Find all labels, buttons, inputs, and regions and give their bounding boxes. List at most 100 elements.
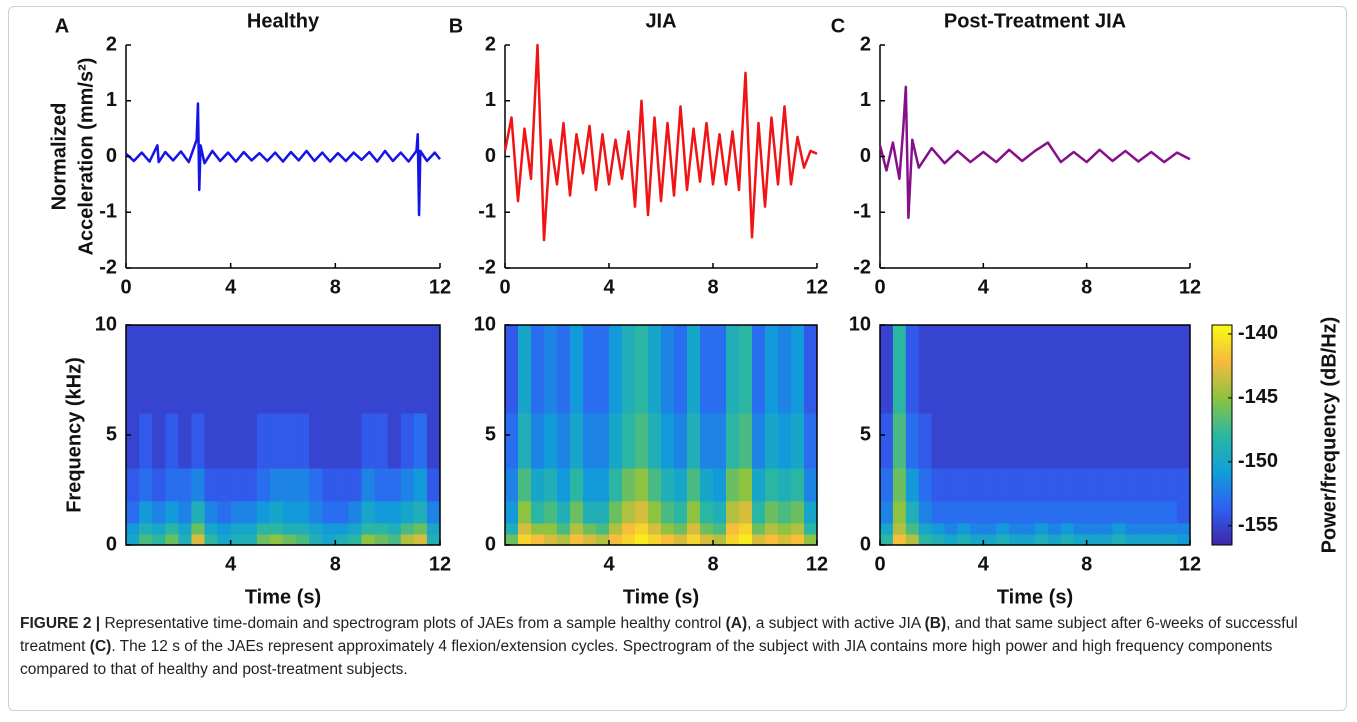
spectrogram-cell: [739, 413, 753, 469]
spectrogram-cell: [1009, 468, 1023, 502]
spectrogram-cell: [518, 534, 532, 546]
x-tick-label: 0: [120, 276, 131, 298]
spectrogram-cell: [622, 501, 636, 524]
spectrogram-cell: [269, 523, 284, 535]
spectrogram-cell: [970, 413, 984, 469]
spectrogram-cell: [661, 523, 675, 535]
y-tick-label: 0: [485, 533, 496, 555]
spectrogram-cell: [518, 523, 532, 535]
spectrogram-cell: [139, 501, 153, 524]
spectrogram-cell: [905, 523, 920, 535]
spectrogram-cell: [243, 325, 258, 414]
spectrogram-cell: [622, 523, 636, 535]
y-tick-label: -2: [99, 256, 117, 278]
spectrogram-cell: [296, 534, 310, 546]
spectrogram-cell: [905, 468, 920, 502]
caption-text: (A): [725, 615, 748, 632]
spectrogram-cell: [1125, 325, 1139, 414]
spectrogram-cell: [635, 468, 649, 502]
panel-letter: B: [449, 15, 463, 37]
spectrogram-cell: [804, 534, 818, 546]
spectrogram-cell: [880, 501, 894, 524]
spectrogram-cell: [700, 523, 714, 535]
spectrogram-cell: [752, 501, 766, 524]
spectrogram-cell: [1099, 523, 1113, 535]
spectrogram-cell: [1035, 413, 1049, 469]
colorbar-label: Power/frequency (dB/Hz): [1318, 317, 1340, 554]
spectrogram-cell: [413, 523, 428, 535]
spectrogram-cell: [583, 413, 597, 469]
spectrogram-cell: [217, 523, 232, 535]
spectrogram-cell: [1035, 468, 1049, 502]
spectrogram-cell: [648, 413, 662, 469]
spectrogram-cell: [505, 325, 519, 414]
spectrogram-cell: [880, 468, 894, 502]
spectrogram-cell: [1047, 501, 1062, 524]
spectrogram-cell: [256, 413, 271, 469]
spectrogram-cell: [957, 501, 971, 524]
x-tick-label: 0: [499, 276, 510, 298]
spectrogram-cell: [661, 468, 675, 502]
spectrogram-cell: [152, 468, 166, 502]
spectrogram-cell: [1177, 468, 1191, 502]
spectrogram-cell: [217, 325, 232, 414]
spectrogram-cell: [413, 413, 428, 469]
spectrogram-cell: [217, 534, 232, 546]
spectrogram-cell: [335, 534, 349, 546]
spectrogram-cell: [426, 523, 441, 535]
spectrogram-cell: [243, 501, 258, 524]
spectrogram-cell: [1099, 534, 1113, 546]
spectrogram-cell: [426, 534, 441, 546]
spectrogram-cell: [765, 468, 779, 502]
spectrogram-cell: [931, 523, 946, 535]
caption-text: , a subject with active JIA: [747, 615, 925, 632]
x-tick-label: 4: [978, 276, 990, 298]
spectrogram-cell: [544, 534, 558, 546]
spectrogram-cell: [918, 468, 933, 502]
spectrogram-cell: [609, 413, 623, 469]
spectrogram-cell: [1047, 468, 1062, 502]
spectrogram-cell: [648, 501, 662, 524]
spectrogram-cell: [1112, 325, 1126, 414]
spectrogram-cell: [296, 325, 310, 414]
spectrogram-cell: [1125, 413, 1139, 469]
spectrogram-cell: [622, 468, 636, 502]
spectrogram-cell: [1138, 413, 1152, 469]
spectrogram-cell: [400, 523, 415, 535]
spectrogram-cell: [348, 523, 362, 535]
spectrogram-cell: [944, 468, 958, 502]
spectrogram-cell: [361, 523, 376, 535]
spectrogram-cell: [892, 325, 907, 414]
spectrogram-cell: [1138, 523, 1152, 535]
panel-letter: C: [831, 15, 845, 37]
spectrogram-cell: [996, 413, 1010, 469]
spectrogram-cell: [739, 523, 753, 535]
spectrogram-cell: [139, 523, 153, 535]
y-tick-label: 2: [485, 33, 496, 55]
colorbar-tick-label: -140: [1238, 322, 1278, 344]
caption-text: Representative time-domain and spectrogr…: [100, 615, 726, 632]
spectrogram-cell: [1138, 534, 1152, 546]
spectrogram-cell: [374, 468, 389, 502]
spectrogram-cell: [1099, 413, 1113, 469]
spectrogram-cell: [1086, 413, 1101, 469]
colorbar-tick-label: -155: [1238, 514, 1278, 536]
spectrogram-cell: [1112, 468, 1126, 502]
spectrogram-cell: [374, 413, 389, 469]
y-tick-label: 10: [95, 313, 117, 335]
spectrogram-cell: [713, 523, 727, 535]
spectrogram-cell: [1164, 413, 1178, 469]
spectrogram-cell: [1151, 523, 1165, 535]
spectrogram-cell: [309, 325, 323, 414]
spectrogram-cell: [596, 523, 610, 535]
y-tick-label: -1: [99, 201, 117, 223]
spectrogram-cell: [804, 501, 818, 524]
spectrogram-cell: [152, 501, 166, 524]
spectrogram-cell: [1009, 523, 1023, 535]
x-axis-label: Time (s): [997, 586, 1073, 608]
spectrogram-cell: [283, 413, 297, 469]
spectrogram-cell: [191, 468, 205, 502]
spectrogram-cell: [152, 523, 166, 535]
spectrogram-cell: [983, 468, 997, 502]
spectrogram-cell: [283, 325, 297, 414]
